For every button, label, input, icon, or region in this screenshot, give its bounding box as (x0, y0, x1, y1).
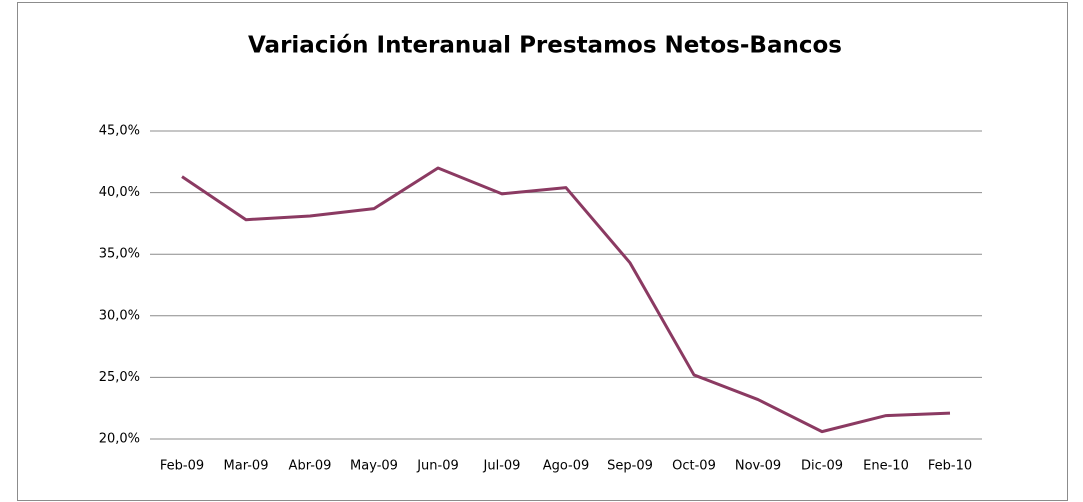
x-tick-label: Jul-09 (483, 459, 521, 474)
x-tick-label: Sep-09 (607, 459, 653, 474)
data-line (181, 166, 951, 434)
chart-title: Variación Interanual Prestamos Netos-Ban… (248, 33, 842, 59)
y-tick-label: 30,0% (99, 308, 140, 323)
x-tick-label: Feb-09 (160, 459, 204, 474)
x-tick-label: Feb-10 (928, 459, 972, 474)
y-tick-label: 20,0% (99, 432, 140, 447)
chart-border (17, 2, 1068, 501)
x-tick-label: Mar-09 (224, 459, 269, 474)
x-tick-label: Dic-09 (801, 459, 843, 474)
y-tick-label: 40,0% (99, 185, 140, 200)
x-tick-label: Nov-09 (735, 459, 781, 474)
x-tick-label: Oct-09 (672, 459, 716, 474)
y-tick-label: 45,0% (99, 124, 140, 139)
y-tick-label: 35,0% (99, 247, 140, 262)
x-tick-label: Ago-09 (543, 459, 590, 474)
y-tick-label: 25,0% (99, 370, 140, 385)
x-tick-label: Jun-09 (416, 459, 459, 474)
x-tick-label: May-09 (350, 459, 398, 474)
x-tick-label: Abr-09 (289, 459, 332, 474)
x-tick-label: Ene-10 (863, 459, 909, 474)
